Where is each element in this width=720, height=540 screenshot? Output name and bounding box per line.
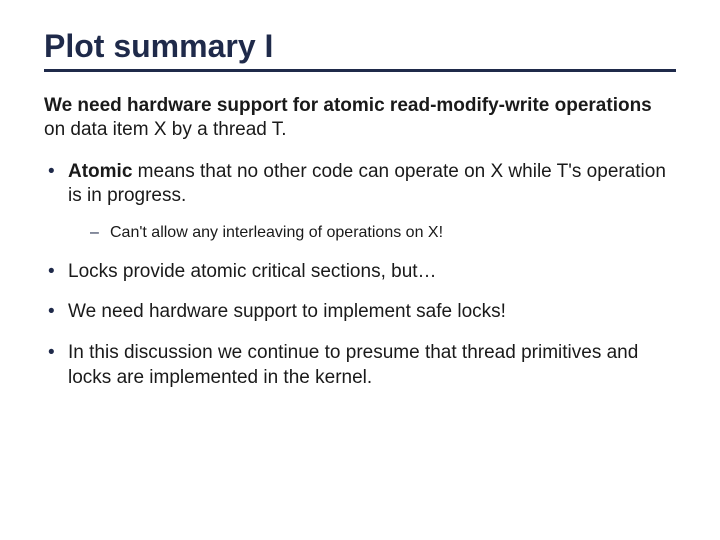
intro-rest: on data item X by a thread T.: [44, 119, 287, 140]
bullet-text: We need hardware support to implement sa…: [68, 301, 506, 322]
list-item: We need hardware support to implement sa…: [44, 300, 676, 325]
bullet-text: means that no other code can operate on …: [68, 161, 666, 207]
intro-paragraph: We need hardware support for atomic read…: [44, 94, 676, 142]
bullet-text: In this discussion we continue to presum…: [68, 342, 638, 388]
sub-list: Can't allow any interleaving of operatio…: [68, 223, 676, 244]
sub-list-item: Can't allow any interleaving of operatio…: [90, 223, 676, 244]
slide-title: Plot summary I: [44, 28, 676, 65]
list-item: Locks provide atomic critical sections, …: [44, 260, 676, 285]
title-underline: [44, 69, 676, 72]
intro-bold: We need hardware support for atomic read…: [44, 95, 652, 116]
bullet-list: Atomic means that no other code can oper…: [44, 160, 676, 391]
bullet-bold-lead: Atomic: [68, 161, 132, 182]
list-item: In this discussion we continue to presum…: [44, 341, 676, 390]
bullet-text: Locks provide atomic critical sections, …: [68, 261, 437, 282]
list-item: Atomic means that no other code can oper…: [44, 160, 676, 244]
